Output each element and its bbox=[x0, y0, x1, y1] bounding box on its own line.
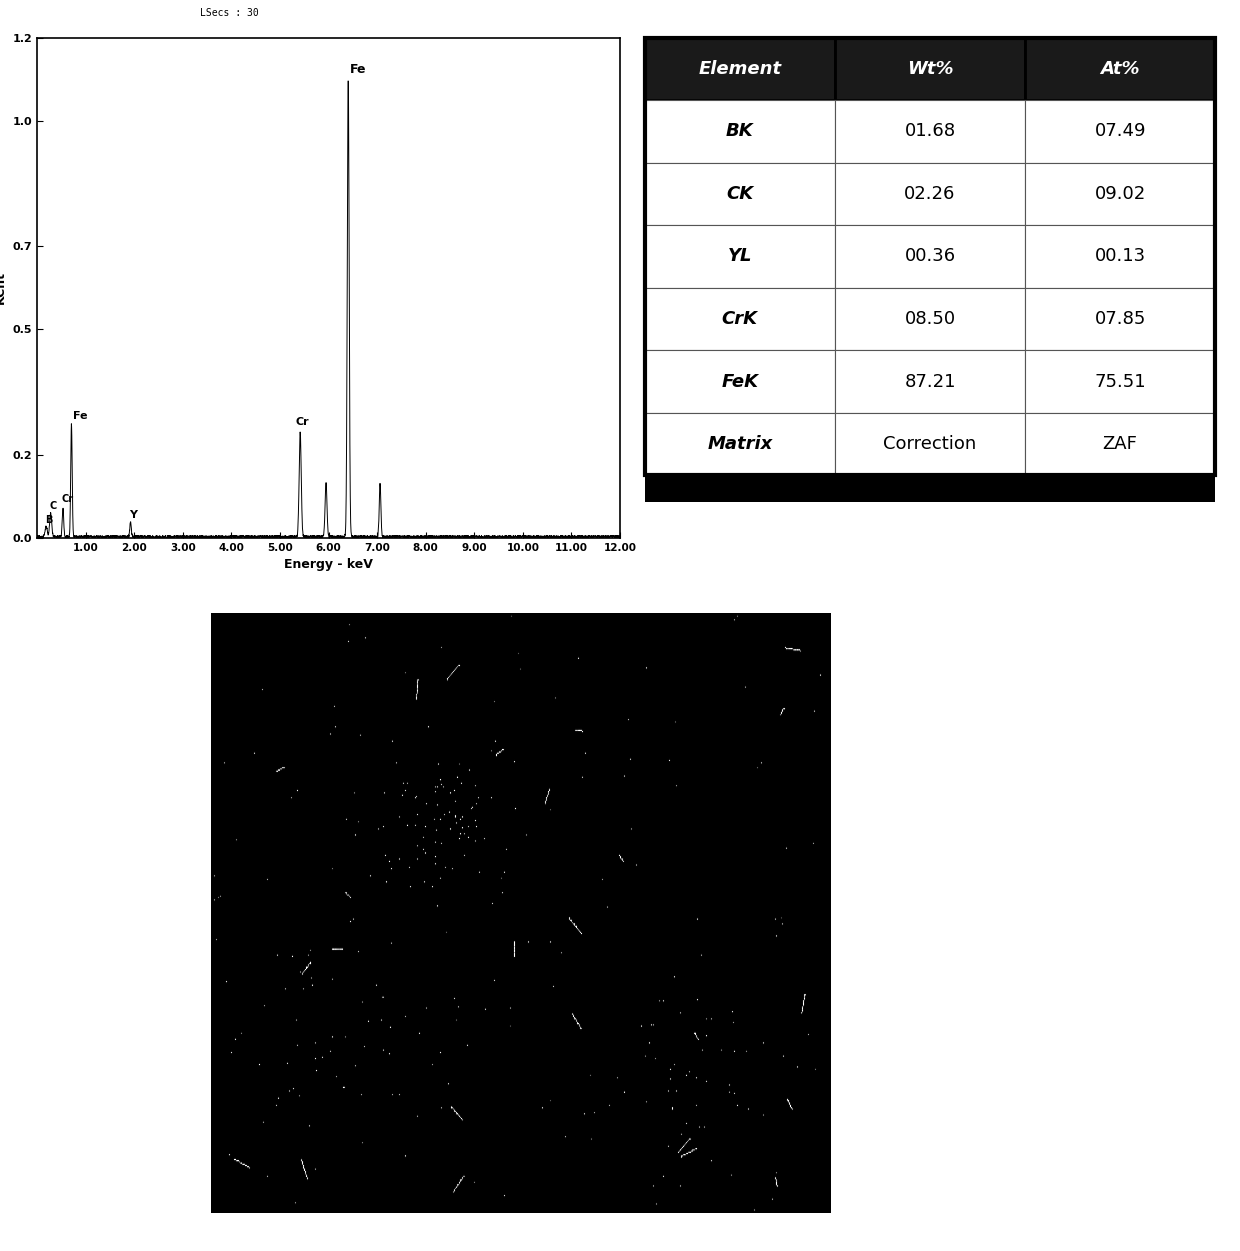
X-axis label: Energy - keV: Energy - keV bbox=[284, 558, 373, 572]
Text: Cr: Cr bbox=[62, 494, 74, 504]
Text: Cr: Cr bbox=[295, 418, 309, 428]
Bar bbox=[645, 475, 1215, 502]
Text: Fe: Fe bbox=[350, 63, 367, 76]
Text: C: C bbox=[50, 500, 57, 510]
Text: B: B bbox=[45, 515, 52, 525]
Y-axis label: KCnt: KCnt bbox=[0, 271, 7, 304]
Text: Y: Y bbox=[129, 510, 138, 520]
Text: LSecs : 30: LSecs : 30 bbox=[201, 8, 259, 18]
Text: Fe: Fe bbox=[73, 412, 88, 422]
